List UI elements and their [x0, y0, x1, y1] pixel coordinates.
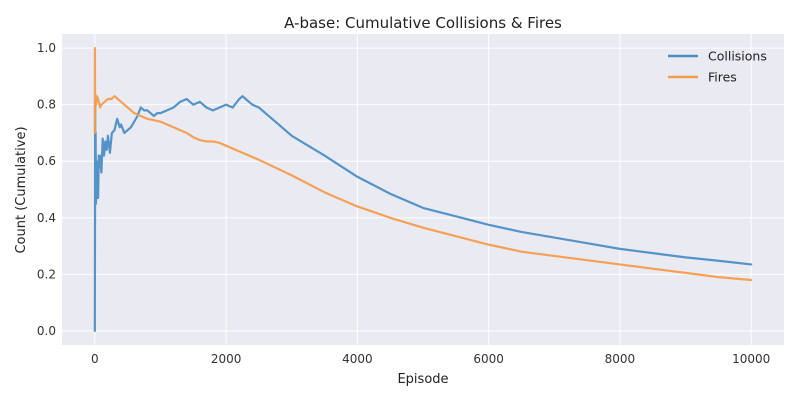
x-tick-label: 4000	[342, 352, 373, 366]
y-tick-label: 0.6	[37, 154, 56, 168]
y-tick-label: 1.0	[37, 41, 56, 55]
x-tick-label: 8000	[605, 352, 636, 366]
y-axis-ticks: 0.0 0.2 0.4 0.6 0.8 1.0	[37, 41, 56, 338]
x-tick-label: 10000	[732, 352, 770, 366]
grid	[62, 34, 784, 345]
x-tick-label: 0	[91, 352, 99, 366]
series-line-collisions	[93, 95, 753, 332]
plot-area	[62, 34, 784, 345]
series-group	[93, 47, 753, 332]
legend-label-collisions: Collisions	[708, 49, 767, 64]
y-tick-label: 0.0	[37, 324, 56, 338]
x-tick-label: 2000	[211, 352, 242, 366]
y-tick-label: 0.8	[37, 98, 56, 112]
legend-label-fires: Fires	[708, 70, 737, 85]
x-axis-ticks: 0 2000 4000 6000 8000 10000	[91, 352, 770, 366]
series-line-fires	[93, 47, 753, 282]
x-tick-label: 6000	[473, 352, 504, 366]
y-tick-label: 0.2	[37, 267, 56, 281]
x-axis-label: Episode	[397, 372, 448, 387]
chart-title: A-base: Cumulative Collisions & Fires	[284, 14, 562, 32]
y-tick-label: 0.4	[37, 211, 56, 225]
legend: Collisions Fires	[668, 49, 767, 85]
y-axis-label: Count (Cumulative)	[14, 126, 29, 253]
